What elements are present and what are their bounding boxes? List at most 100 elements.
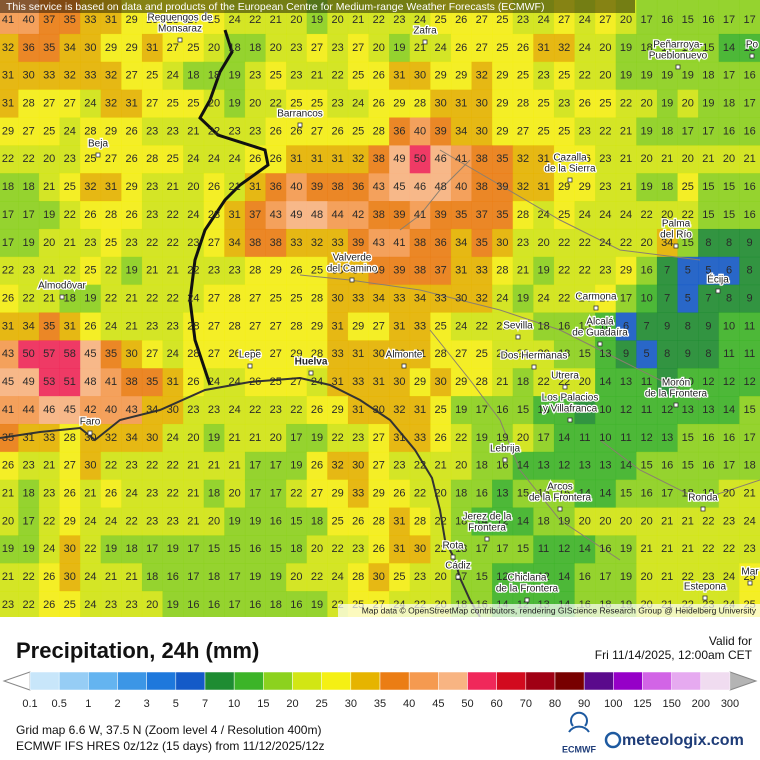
place-label: Utrera: [551, 371, 579, 382]
grid-cell: [18, 340, 40, 369]
grid-cell: [615, 535, 637, 564]
grid-value: 41: [2, 14, 14, 26]
grid-cell: [595, 368, 617, 397]
legend-label: 60: [491, 698, 503, 710]
grid-cell: [203, 228, 225, 258]
grid-value: 20: [682, 97, 694, 109]
grid-cell: [718, 117, 740, 146]
grid-cell: [656, 117, 678, 146]
grid-value: 33: [352, 488, 364, 500]
grid-cell: [450, 284, 472, 314]
grid-value: 22: [2, 153, 14, 165]
grid-value: 18: [455, 515, 467, 527]
place-label: Dos Hermanas: [501, 351, 568, 362]
grid-cell: [244, 228, 266, 258]
grid-value: 22: [414, 488, 426, 500]
grid-cell: [656, 340, 678, 369]
grid-cell: [162, 173, 184, 202]
grid-value: 10: [517, 571, 529, 583]
grid-value: 34: [22, 320, 34, 332]
grid-cell: [677, 340, 699, 369]
grid-cell: [80, 61, 102, 91]
grid-value: 20: [640, 153, 652, 165]
grid-cell: [430, 423, 452, 453]
legend-label: 3: [144, 698, 150, 710]
grid-cell: [512, 479, 534, 509]
grid-cell: [327, 479, 349, 509]
grid-cell: [553, 451, 575, 481]
grid-cell: [80, 396, 102, 425]
grid-value: 40: [105, 404, 117, 416]
grid-cell: [595, 535, 617, 564]
grid-cell: [203, 423, 225, 453]
grid-cell: [533, 228, 555, 258]
grid-cell: [389, 396, 411, 425]
grid-cell: [100, 591, 122, 617]
grid-value: 18: [146, 571, 158, 583]
grid-cell: [574, 145, 596, 174]
grid-value: 17: [723, 14, 735, 26]
grid-cell: [18, 33, 40, 63]
grid-cell: [533, 173, 555, 202]
grid-value: 26: [393, 488, 405, 500]
legend-label: 7: [202, 698, 208, 710]
grid-value: 21: [496, 320, 508, 332]
grid-cell: [224, 340, 246, 369]
grid-value: 31: [393, 543, 405, 555]
grid-cell: [718, 423, 740, 453]
grid-cell: [286, 89, 308, 119]
grid-cell: [492, 479, 514, 509]
grid-value: 32: [517, 181, 529, 193]
grid-value: 17: [455, 571, 467, 583]
grid-cell: [368, 312, 390, 341]
grid-value: 27: [64, 97, 76, 109]
place-dot: [59, 294, 65, 300]
grid-value: 27: [373, 320, 385, 332]
grid-cell: [471, 228, 493, 258]
grid-value: 25: [434, 320, 446, 332]
grid-value: 35: [2, 432, 14, 444]
grid-value: 23: [393, 14, 405, 26]
grid-cell: [306, 173, 328, 202]
grid-value: 21: [743, 153, 755, 165]
place-label: Mar: [741, 567, 759, 578]
grid-value: 38: [249, 237, 261, 249]
grid-cell: [183, 507, 205, 536]
grid-value: 22: [105, 265, 117, 277]
grid-cell: [141, 201, 163, 230]
grid-cell: [141, 0, 163, 35]
grid-value: 14: [723, 404, 735, 416]
grid-cell: [430, 451, 452, 481]
grid-value: 23: [599, 181, 611, 193]
grid-value: 14: [723, 42, 735, 54]
grid-cell: [553, 61, 575, 91]
grid-value: 16: [661, 460, 673, 472]
grid-cell: [0, 396, 19, 425]
grid-value: 35: [43, 320, 55, 332]
grid-cell: [739, 451, 760, 481]
grid-cell: [656, 173, 678, 202]
place-dot: [308, 370, 314, 376]
grid-value: 33: [352, 293, 364, 305]
grid-cell: [80, 507, 102, 536]
grid-value: 22: [702, 543, 714, 555]
legend-label: 125: [633, 698, 651, 710]
grid-cell: [636, 228, 658, 258]
grid-cell: [409, 535, 431, 564]
site-logo[interactable]: meteologix.com: [622, 732, 744, 749]
grid-cell: [203, 256, 225, 286]
grid-value: 38: [476, 181, 488, 193]
place-dot: [87, 430, 93, 436]
grid-value: 19: [208, 432, 220, 444]
grid-value: 10: [599, 404, 611, 416]
grid-cell: [0, 61, 19, 91]
grid-cell: [141, 61, 163, 91]
grid-value: 36: [270, 181, 282, 193]
grid-cell: [327, 0, 349, 35]
grid-cell: [265, 507, 287, 536]
grid-cell: [450, 89, 472, 119]
place-label: Zafra: [413, 26, 437, 37]
grid-value: 28: [84, 125, 96, 137]
grid-value: 21: [682, 515, 694, 527]
grid-cell: [512, 117, 534, 146]
